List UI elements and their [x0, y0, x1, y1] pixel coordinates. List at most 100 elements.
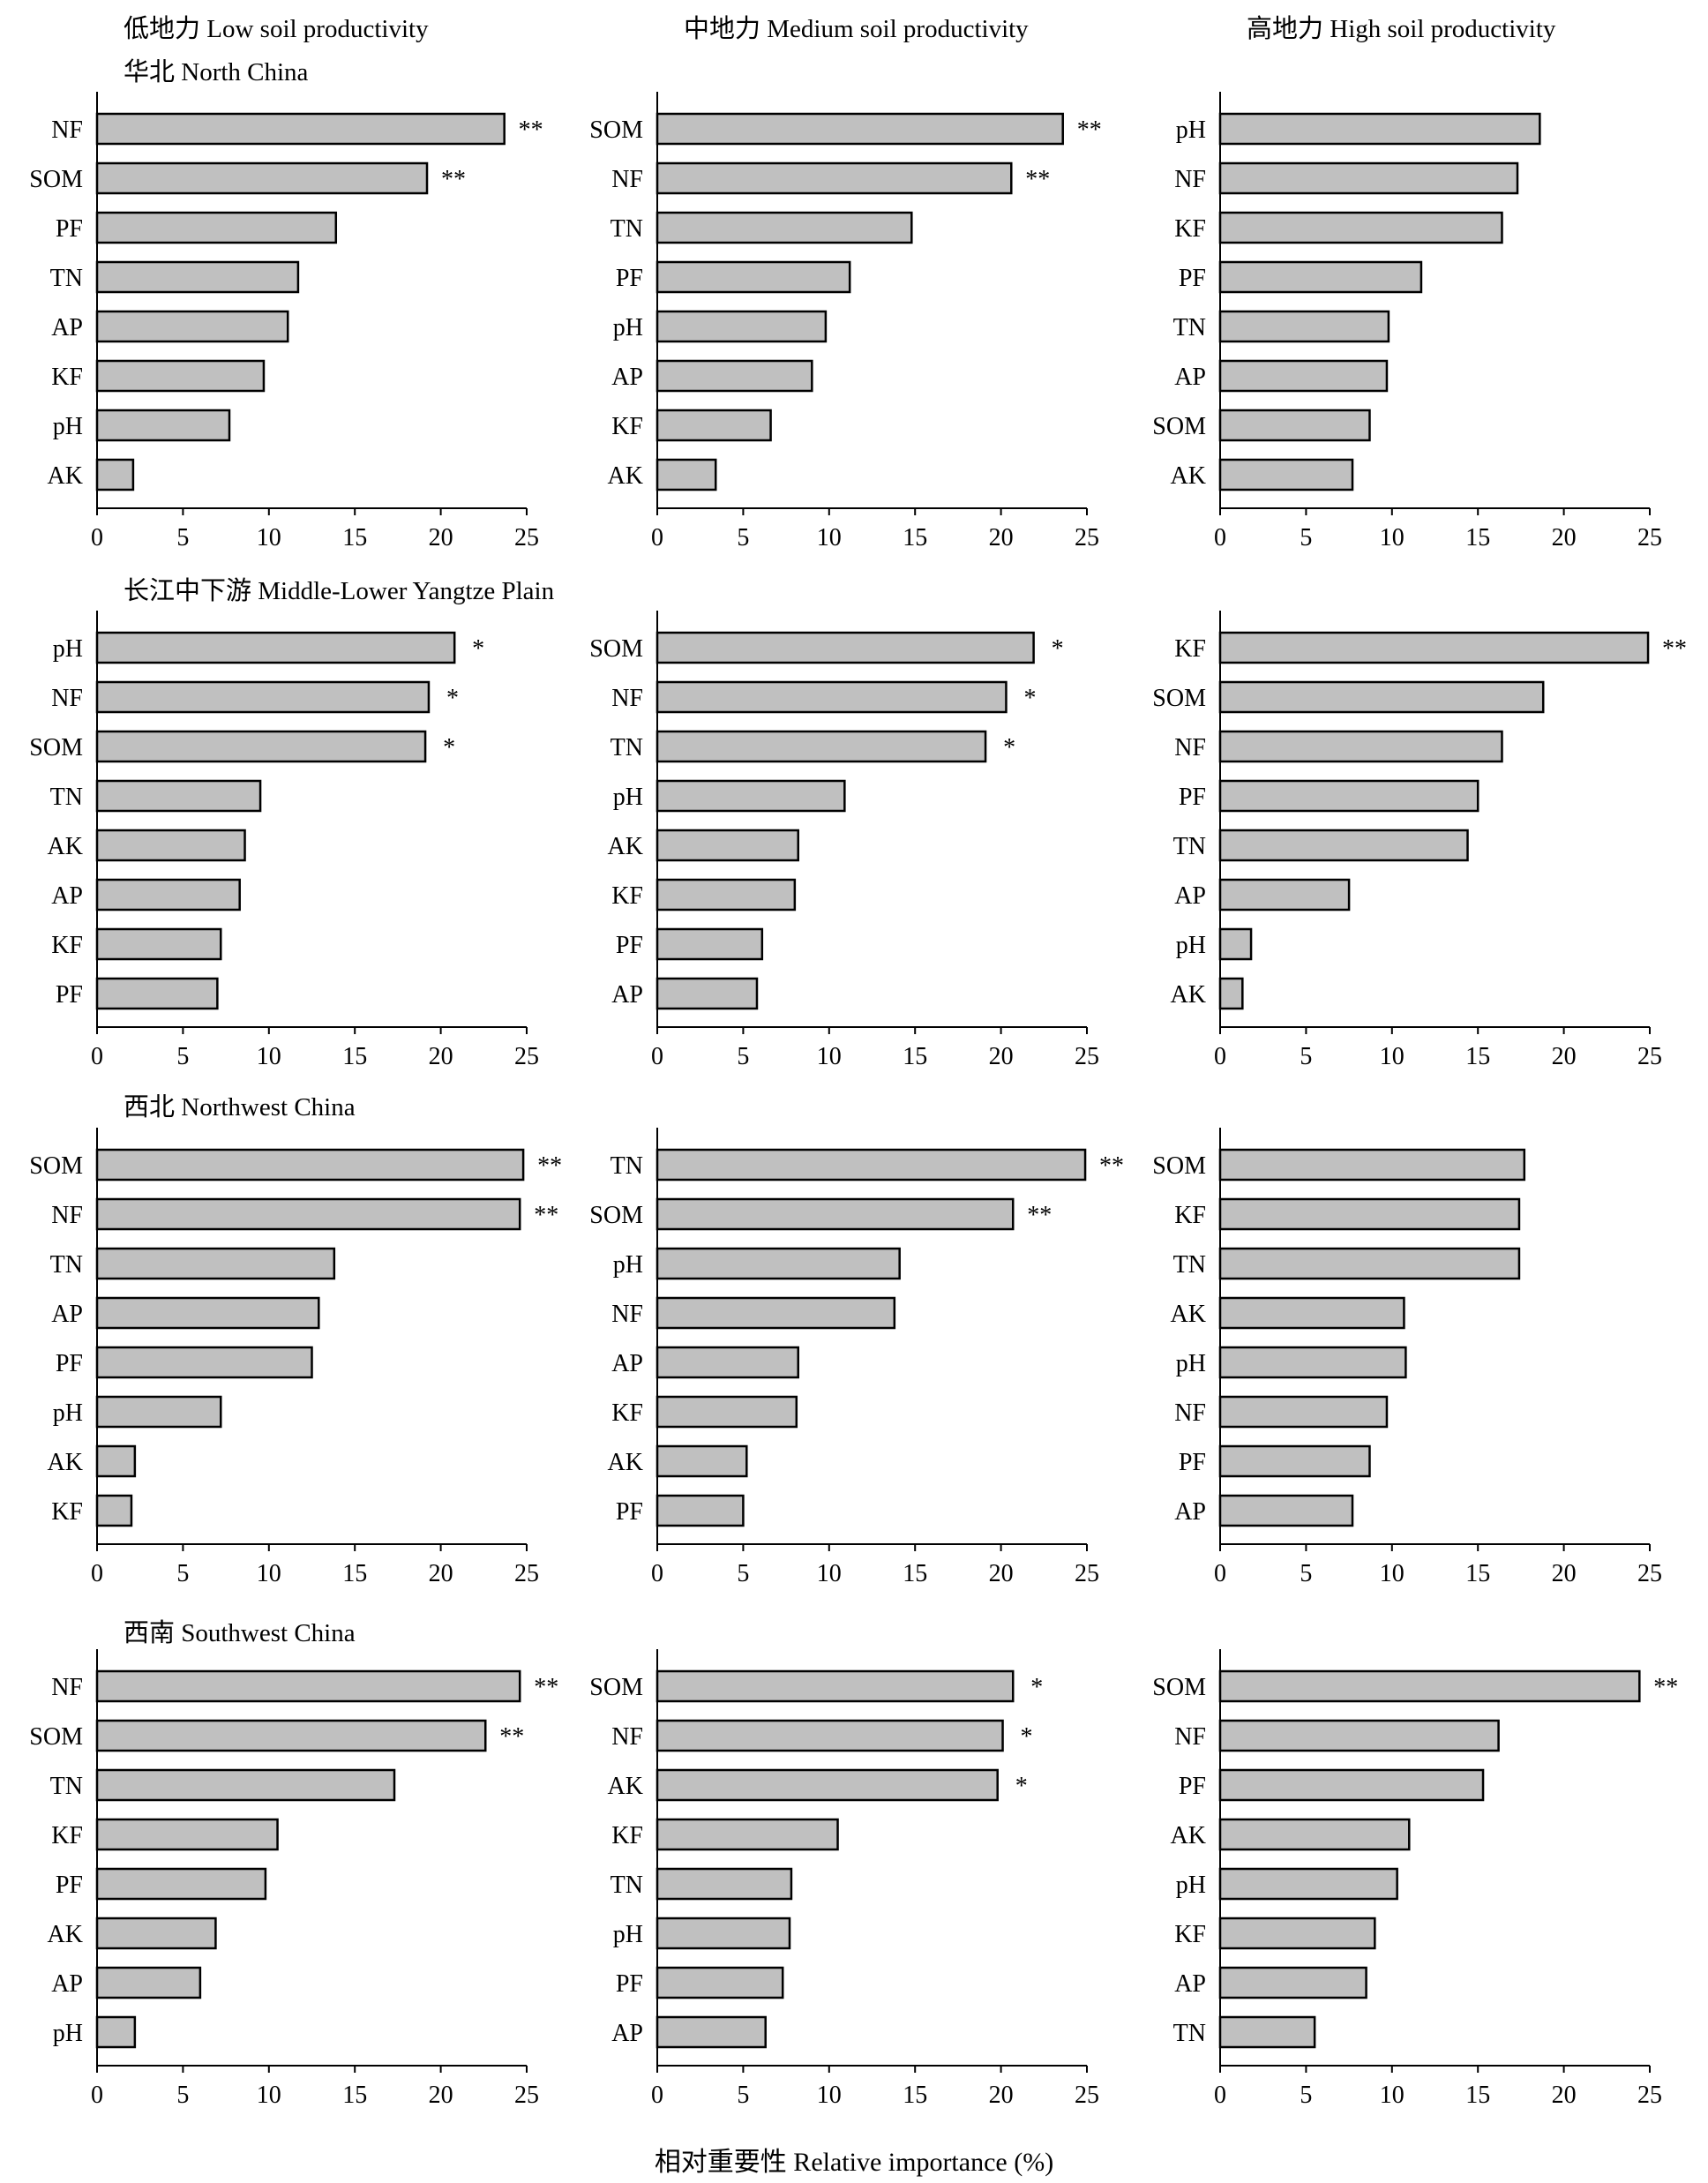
bar [95, 1247, 336, 1280]
bar [95, 779, 262, 813]
bar [1218, 680, 1545, 714]
x-tick-label: 20 [1552, 1043, 1577, 1070]
category-label: NF [611, 1723, 643, 1751]
significance-mark: ** [1099, 1152, 1124, 1180]
significance-mark: ** [534, 1202, 558, 1229]
category-label: PF [1179, 1773, 1206, 1800]
bar [655, 260, 851, 294]
category-label: KF [1174, 215, 1206, 243]
significance-mark: * [1021, 1723, 1033, 1751]
x-tick-label: 5 [737, 1043, 749, 1070]
category-label: TN [50, 1251, 83, 1279]
bar [655, 1395, 798, 1429]
category-label: PF [56, 981, 83, 1009]
category-label: pH [613, 1921, 643, 1948]
category-label: NF [1174, 1723, 1206, 1751]
bar [655, 1867, 793, 1901]
category-label: pH [613, 314, 643, 341]
x-tick-label: 10 [1380, 524, 1405, 551]
x-tick-label: 15 [342, 2082, 367, 2109]
bar [1218, 1818, 1411, 1851]
category-label: AK [48, 462, 83, 490]
bar [1218, 1148, 1526, 1182]
bar [655, 211, 913, 244]
category-label: AK [48, 1921, 83, 1948]
bar [95, 927, 222, 961]
bar [95, 1346, 313, 1379]
bar [655, 1966, 784, 1999]
x-tick-label: 15 [342, 1560, 367, 1587]
x-tick-label: 20 [429, 2082, 453, 2109]
category-label: KF [51, 364, 83, 391]
bar [1218, 458, 1354, 491]
bar [1218, 878, 1351, 911]
x-tick-label: 20 [989, 524, 1014, 551]
category-label: NF [51, 116, 83, 144]
panel-0-2: pH NF KF PF TN AP SOM AK 0 5 10 15 20 25 [1152, 92, 1662, 551]
category-label: TN [611, 215, 643, 243]
category-label: NF [51, 1202, 83, 1229]
category-label: AK [48, 833, 83, 860]
bar [95, 1197, 521, 1231]
bar [95, 730, 427, 763]
bar [95, 1966, 202, 1999]
x-tick-label: 5 [1300, 1560, 1312, 1587]
category-label: KF [1174, 1921, 1206, 1948]
bar [95, 409, 231, 442]
category-label: TN [50, 265, 83, 292]
x-tick-label: 0 [651, 1043, 663, 1070]
significance-mark: * [446, 685, 459, 712]
x-tick-label: 25 [1637, 1043, 1662, 1070]
category-label: SOM [29, 734, 83, 761]
column-title-low: 低地力 Low soil productivity [124, 14, 429, 43]
category-label: KF [1174, 1202, 1206, 1229]
significance-mark: * [1003, 734, 1015, 761]
category-label: PF [616, 1970, 643, 1998]
category-label: SOM [29, 166, 83, 193]
category-label: pH [1176, 1350, 1206, 1377]
x-tick-label: 20 [989, 1560, 1014, 1587]
x-tick-label: 25 [514, 524, 539, 551]
bar [655, 730, 987, 763]
category-label: TN [1173, 833, 1206, 860]
significance-mark: ** [441, 166, 466, 193]
column-title-high: 高地力 High soil productivity [1247, 14, 1556, 43]
bar [95, 1818, 279, 1851]
category-label: TN [50, 784, 83, 811]
bar [1218, 1247, 1521, 1280]
bar [1218, 977, 1244, 1010]
bar [1218, 730, 1503, 763]
x-tick-label: 15 [1465, 524, 1490, 551]
significance-mark: * [472, 635, 484, 663]
bar [1218, 409, 1371, 442]
bar [655, 1719, 1004, 1752]
bar [655, 1148, 1087, 1182]
bar [1218, 112, 1541, 146]
category-label: PF [1179, 784, 1206, 811]
bar [1218, 2015, 1316, 2049]
panel-3-1: SOM * NF * AK * KF TN pH PF AP 0 5 10 15 20 25 [589, 1649, 1099, 2109]
x-tick-label: 15 [903, 2082, 927, 2109]
category-label: AP [611, 364, 643, 391]
panel-3-2: SOM ** NF PF AK pH KF AP TN 0 5 10 15 20 25 [1152, 1649, 1678, 2109]
x-tick-label: 5 [1300, 524, 1312, 551]
x-tick-label: 15 [903, 524, 927, 551]
x-tick-label: 20 [989, 2082, 1014, 2109]
bar [95, 829, 246, 862]
bar [655, 829, 799, 862]
category-label: AP [51, 1970, 83, 1998]
category-label: PF [56, 1350, 83, 1377]
x-tick-label: 15 [1465, 1560, 1490, 1587]
category-label: SOM [1152, 1152, 1206, 1180]
category-label: pH [613, 784, 643, 811]
x-tick-label: 5 [176, 1043, 189, 1070]
bar [655, 310, 828, 343]
bar [95, 1768, 396, 1802]
panel-2-1: TN ** SOM ** pH NF AP KF AK PF 0 5 10 15 20 25 [589, 1128, 1124, 1587]
category-label: pH [53, 635, 83, 663]
x-tick-label: 10 [1380, 1043, 1405, 1070]
bar [95, 977, 219, 1010]
significance-mark: ** [537, 1152, 562, 1180]
bar [655, 878, 797, 911]
significance-mark: * [1052, 635, 1064, 663]
